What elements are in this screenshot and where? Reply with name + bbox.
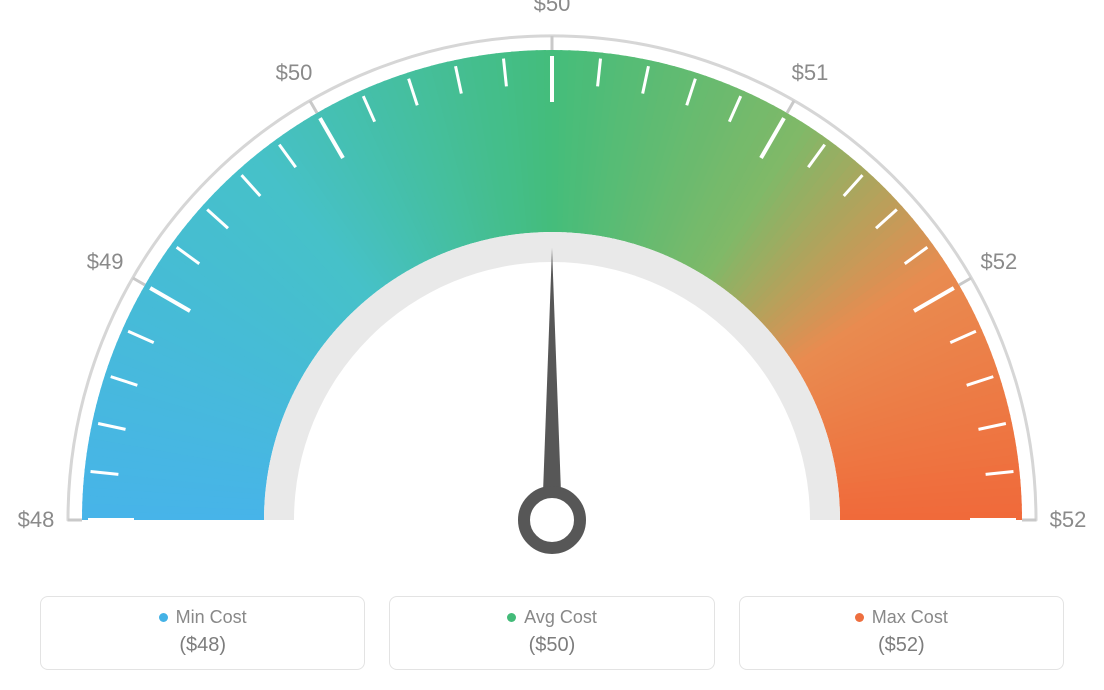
legend-row: Min Cost ($48) Avg Cost ($50) Max Cost (… (40, 596, 1064, 670)
legend-card-max: Max Cost ($52) (739, 596, 1064, 670)
legend-value-max: ($52) (740, 634, 1063, 657)
gauge-svg (0, 0, 1104, 560)
gauge-tick-label: $51 (792, 60, 829, 86)
gauge-tick-label: $48 (18, 507, 55, 533)
gauge-tick-label: $52 (981, 249, 1018, 275)
legend-value-avg: ($50) (390, 634, 713, 657)
gauge-tick-label: $50 (276, 60, 313, 86)
gauge-tick-label: $50 (534, 0, 571, 17)
gauge-area: $48 $49 $50 $50 $51 $52 $52 (0, 0, 1104, 560)
legend-value-min: ($48) (41, 634, 364, 657)
legend-title-avg: Avg Cost (507, 607, 597, 628)
legend-title-max: Max Cost (855, 607, 948, 628)
legend-label-min: Min Cost (176, 607, 247, 628)
legend-dot-max (855, 613, 864, 622)
legend-dot-min (159, 613, 168, 622)
gauge-tick-label: $52 (1050, 507, 1087, 533)
cost-gauge-chart: $48 $49 $50 $50 $51 $52 $52 Min Cost ($48) Avg… (0, 0, 1104, 690)
legend-title-min: Min Cost (159, 607, 247, 628)
gauge-tick-label: $49 (87, 249, 124, 275)
legend-label-max: Max Cost (872, 607, 948, 628)
legend-label-avg: Avg Cost (524, 607, 597, 628)
legend-dot-avg (507, 613, 516, 622)
legend-card-avg: Avg Cost ($50) (389, 596, 714, 670)
legend-card-min: Min Cost ($48) (40, 596, 365, 670)
